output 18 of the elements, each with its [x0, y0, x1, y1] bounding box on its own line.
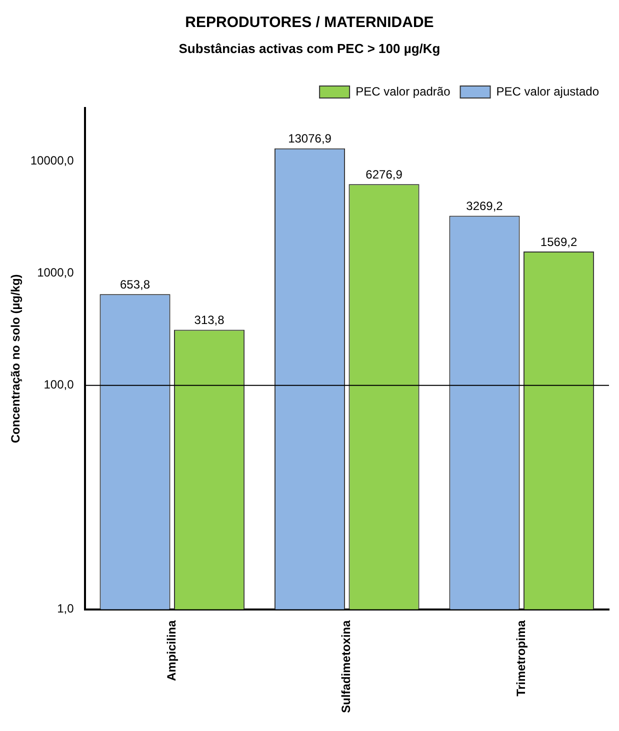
- y-tick-label: 100,0: [44, 378, 74, 392]
- chart-title: REPRODUTORES / MATERNIDADE: [184, 14, 435, 31]
- data-label: 13076,9: [288, 132, 332, 146]
- x-tick-label: Sulfadimetoxina: [339, 620, 354, 714]
- y-tick-label: 1000,0: [37, 266, 74, 280]
- data-label: 3269,2: [466, 199, 504, 214]
- data-label: 6276,9: [366, 167, 403, 182]
- y-tick-label: 10000,0: [30, 154, 74, 168]
- x-tick-label: Trimetropima: [514, 620, 528, 696]
- legend-label: PEC valor padrão: [356, 84, 451, 98]
- y-axis-title: Concentração no solo (µg/kg): [8, 274, 23, 444]
- data-label: 1569,2: [540, 234, 578, 249]
- x-tick-label: Ampicilina: [164, 620, 178, 682]
- y-tick-label: 1,0: [57, 602, 74, 616]
- chart-subtitle: Substâncias activas com PEC > 100 µg/Kg: [178, 41, 442, 56]
- data-label: 313,8: [194, 313, 225, 328]
- data-label: 653,8: [120, 277, 150, 292]
- legend-label: PEC valor ajustado: [496, 84, 600, 98]
